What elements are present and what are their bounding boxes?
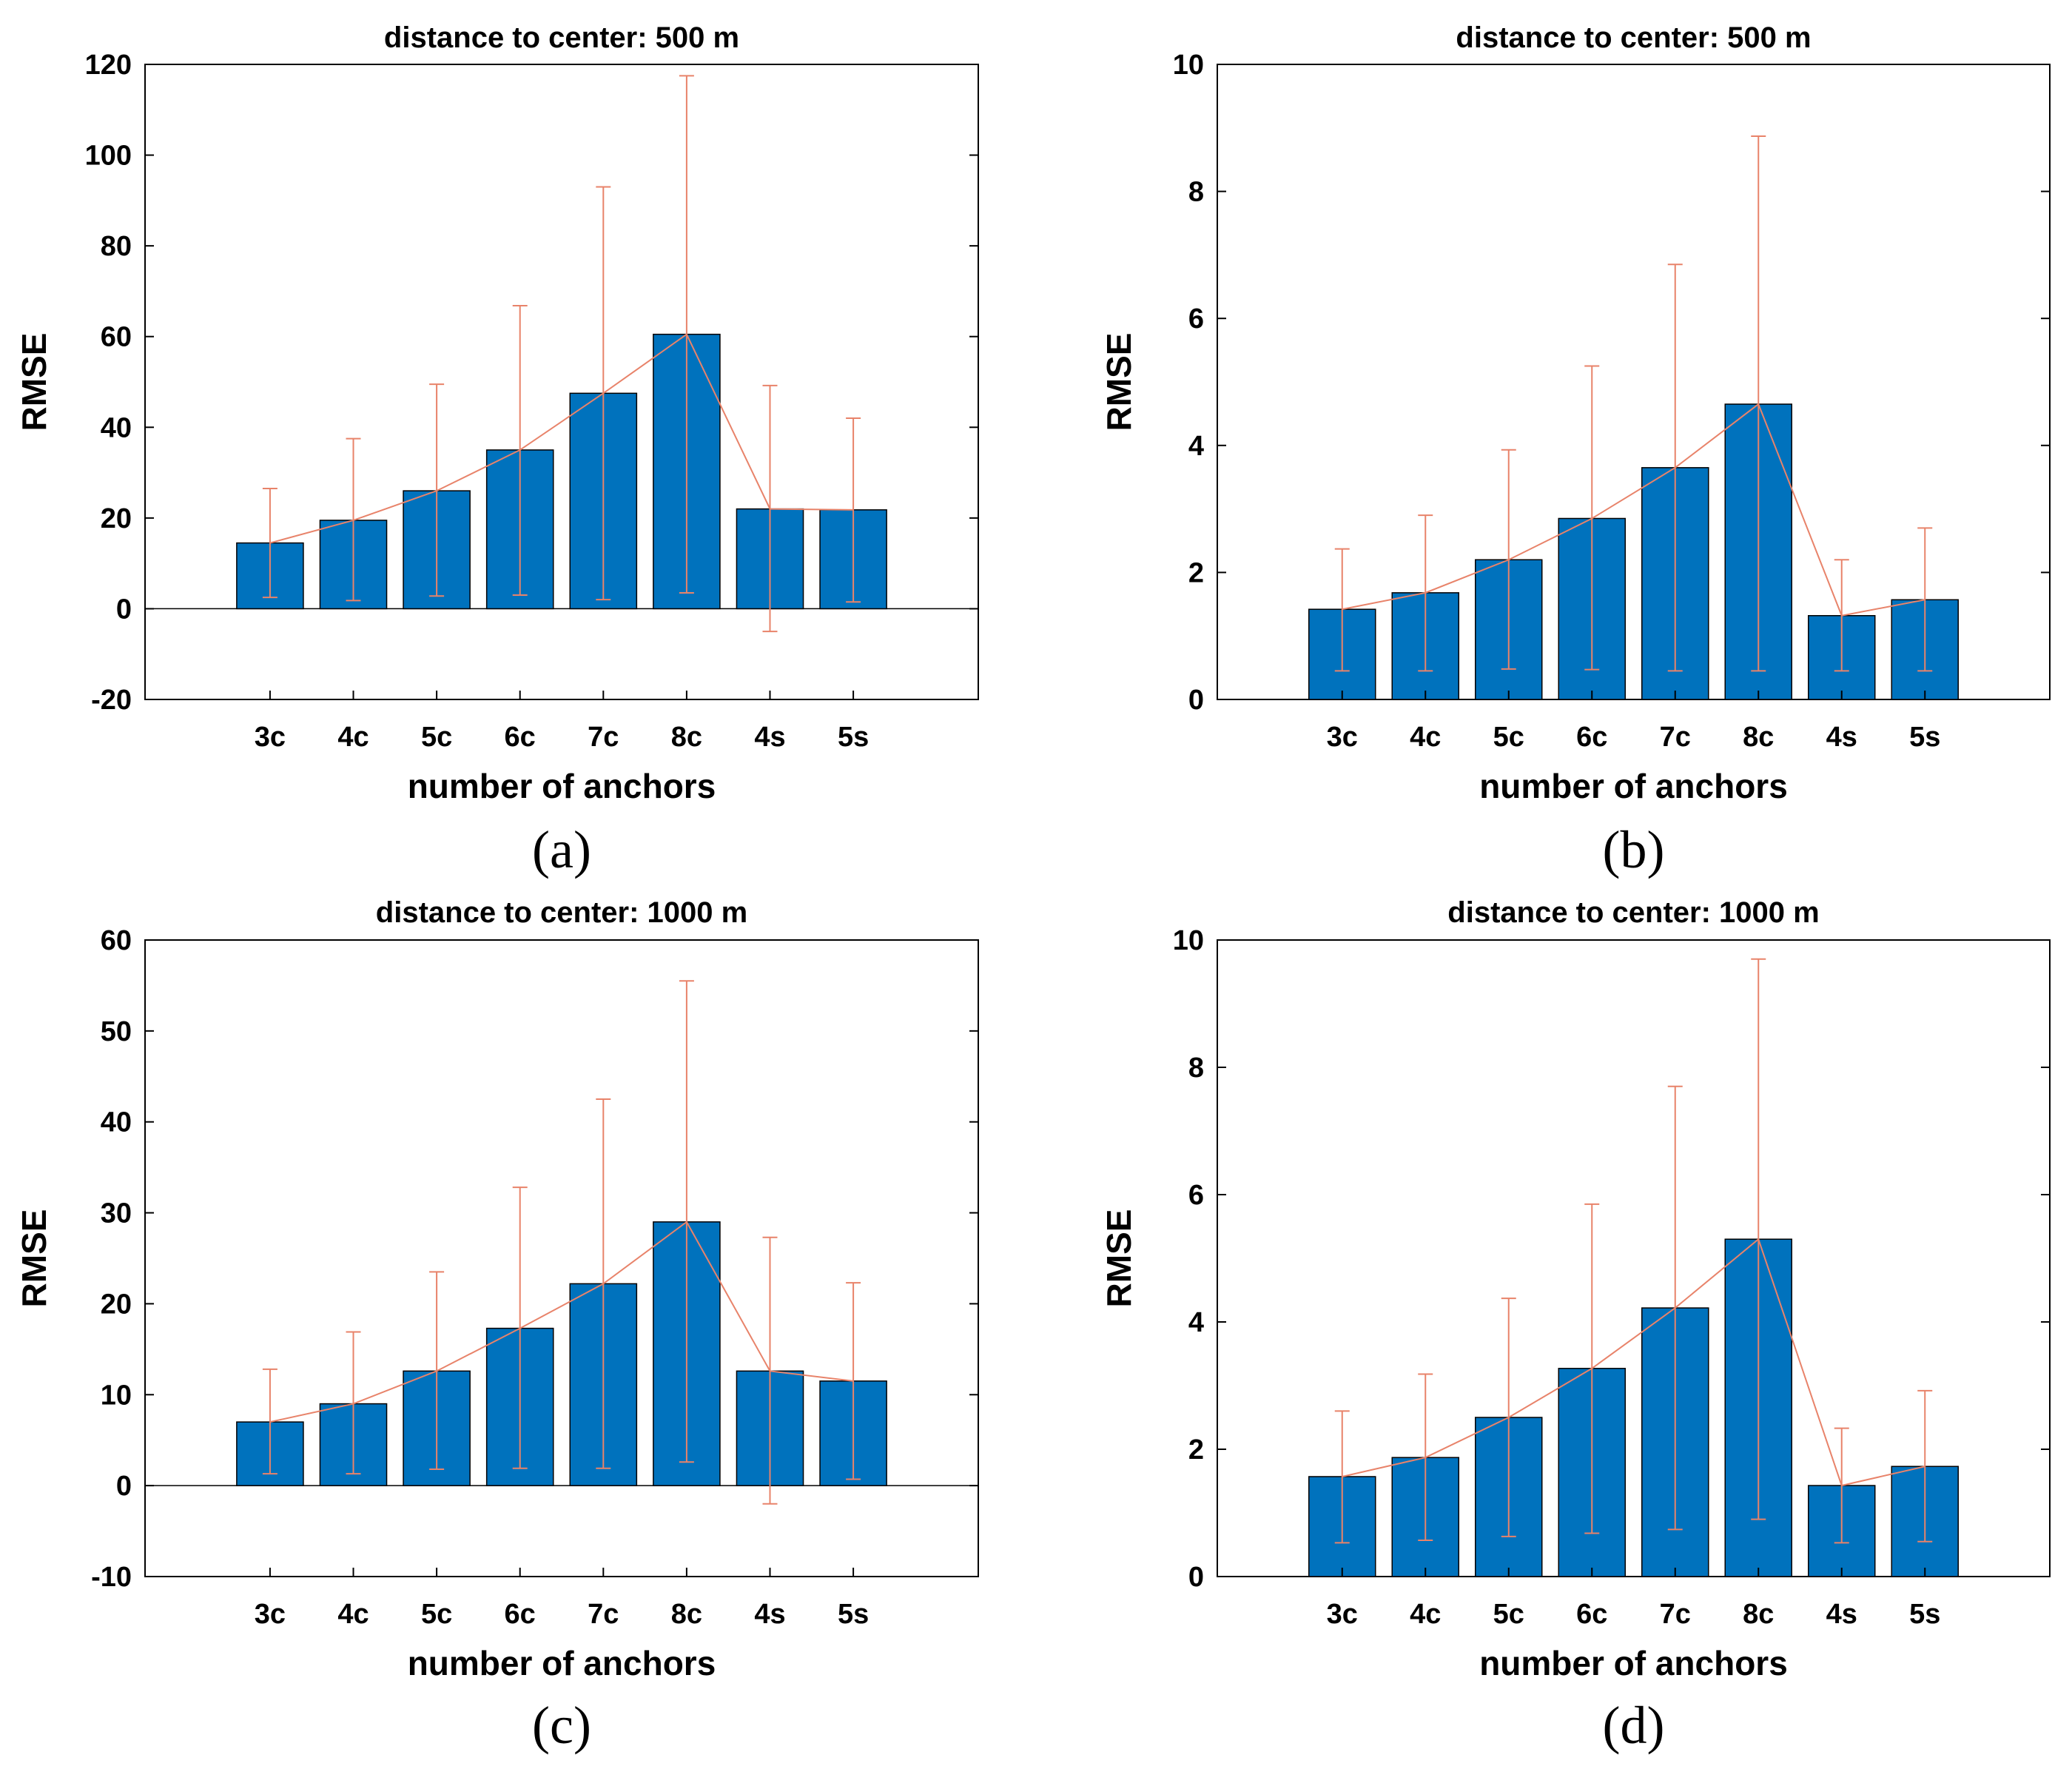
y-tick-label: -20 [91,685,132,716]
axes-box [1217,939,2051,1577]
x-tick-label-8c: 8c [1743,722,1774,753]
y-axis-label: RMSE [15,333,53,432]
y-tick-label: 8 [1188,177,1204,208]
y-tick-label: 2 [1188,1434,1204,1466]
axes-box [144,64,979,700]
y-tick-label: 0 [1188,685,1204,716]
y-tick-label: 120 [85,50,132,81]
x-tick-label-4s: 4s [754,1599,785,1630]
x-tick-label-5s: 5s [1909,722,1940,753]
y-tick-label: 0 [116,594,132,625]
mean-line [1342,1238,1925,1487]
y-tick-label: 0 [1188,1562,1204,1593]
y-tick-label: 40 [101,1107,132,1138]
x-tick-label-4c: 4c [1410,1599,1441,1630]
y-tick-label: 50 [101,1016,132,1047]
x-tick-label-4s: 4s [754,722,785,753]
y-axis-label: RMSE [1100,333,1138,432]
x-tick-label-5s: 5s [1909,1599,1940,1630]
y-tick-label: 20 [101,1289,132,1320]
x-axis-label: number of anchors [408,1644,716,1682]
mean-line [1342,403,1925,617]
x-tick-label-4c: 4c [337,722,369,753]
y-tick-label: 10 [1173,925,1204,956]
x-tick-label-5s: 5s [838,722,869,753]
y-tick-label: 30 [101,1198,132,1229]
x-tick-label-7c: 7c [588,1599,619,1630]
y-tick-label: 8 [1188,1053,1204,1084]
y-tick-label: 4 [1188,431,1204,462]
y-axis-label: RMSE [1100,1209,1138,1308]
x-tick-label-8c: 8c [1743,1599,1774,1630]
chart-title: distance to center: 1000 m [376,896,747,929]
x-tick-label-3c: 3c [1327,1599,1358,1630]
chart-title: distance to center: 1000 m [1447,896,1819,929]
chart-title: distance to center: 500 m [1456,21,1811,54]
x-tick-label-5c: 5c [421,1599,452,1630]
chart-panel-3: distance to center: 1000 m -10 0 10 20 30 40 50… [15,896,979,1755]
x-tick-label-6c: 6c [1576,722,1607,753]
chart-panel-2: distance to center: 500 m 0 2 4 6 8 10 3c 4c 5c 6c… [1100,21,2051,879]
y-tick-label: 20 [101,503,132,534]
chart-panel-1: distance to center: 500 m -20 0 20 40 60 80 100… [15,21,979,879]
x-tick-label-5s: 5s [838,1599,869,1630]
panel-label: (c) [532,1696,591,1755]
mean-line [269,333,854,544]
x-tick-label-8c: 8c [671,722,702,753]
y-tick-label: -10 [91,1562,132,1593]
chart-panel-4: distance to center: 1000 m 0 2 4 6 8 10 3c 4c 5c 6… [1100,896,2051,1755]
x-tick-label-7c: 7c [588,722,619,753]
y-tick-label: 0 [116,1471,132,1502]
y-tick-label: 40 [101,412,132,443]
y-tick-label: 100 [85,141,132,172]
x-axis-label: number of anchors [1479,1644,1788,1682]
x-tick-label-4s: 4s [1826,1599,1857,1630]
x-tick-label-5c: 5c [1493,1599,1524,1630]
axes-box [144,939,979,1577]
x-tick-label-7c: 7c [1660,1599,1691,1630]
x-tick-label-6c: 6c [505,722,536,753]
y-tick-label: 10 [101,1380,132,1411]
x-tick-label-3c: 3c [255,722,286,753]
y-tick-label: 60 [101,925,132,956]
y-tick-label: 10 [1173,50,1204,81]
y-tick-label: 4 [1188,1307,1204,1338]
x-tick-label-4s: 4s [1826,722,1857,753]
y-tick-label: 6 [1188,303,1204,335]
x-tick-label-3c: 3c [1327,722,1358,753]
x-tick-label-6c: 6c [1576,1599,1607,1630]
x-tick-label-3c: 3c [255,1599,286,1630]
x-tick-label-4c: 4c [1410,722,1441,753]
x-axis-label: number of anchors [408,767,716,805]
x-tick-label-4c: 4c [337,1599,369,1630]
x-tick-label-5c: 5c [1493,722,1524,753]
x-tick-label-6c: 6c [505,1599,536,1630]
y-tick-label: 6 [1188,1180,1204,1211]
y-tick-label: 80 [101,231,132,262]
x-axis-label: number of anchors [1479,767,1788,805]
panel-label: (d) [1603,1696,1665,1755]
axes-box [1217,64,2051,700]
x-tick-label-7c: 7c [1660,722,1691,753]
x-tick-label-8c: 8c [671,1599,702,1630]
panel-label: (a) [532,820,591,879]
panel-label: (b) [1603,820,1665,879]
y-tick-label: 60 [101,322,132,353]
y-tick-label: 2 [1188,557,1204,588]
y-axis-label: RMSE [15,1209,53,1308]
chart-title: distance to center: 500 m [384,21,739,54]
x-tick-label-5c: 5c [421,722,452,753]
mean-line [269,1221,854,1423]
